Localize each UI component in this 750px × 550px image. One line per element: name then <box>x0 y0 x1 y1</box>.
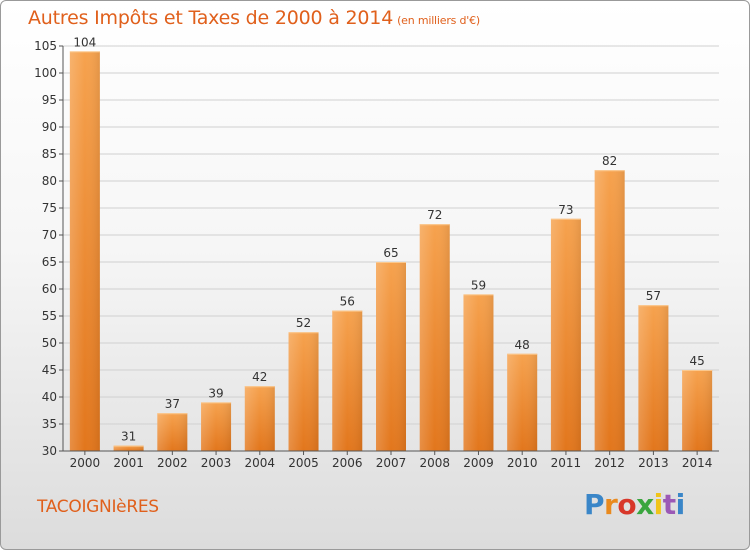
bar-shade <box>244 386 275 451</box>
x-tick-label: 2010 <box>507 456 538 470</box>
bar-shade <box>69 51 100 452</box>
data-label: 37 <box>165 397 180 411</box>
labels: 30 35 40 45 50 55 60 65 70 75 80 85 90 95 100 105 104 200… <box>34 35 712 470</box>
chart-subtitle: (en milliers d'€) <box>397 14 480 27</box>
data-label: 45 <box>689 354 704 368</box>
y-tick-label: 85 <box>42 147 57 161</box>
bar-shade <box>157 413 188 451</box>
data-label: 82 <box>602 154 617 168</box>
y-tick-label: 60 <box>42 282 57 296</box>
x-tick-label: 2006 <box>332 456 363 470</box>
bar-shade <box>376 262 406 451</box>
data-label: 39 <box>208 386 223 400</box>
x-tick-label: 2004 <box>245 456 276 470</box>
y-tick-label: 30 <box>42 444 57 458</box>
bar-shade <box>113 445 144 451</box>
y-tick-label: 75 <box>42 201 57 215</box>
bar-shade <box>332 310 363 451</box>
bar-shade <box>550 218 581 451</box>
y-tick-label: 55 <box>42 309 57 323</box>
bars <box>69 51 713 452</box>
y-tick-label: 105 <box>34 39 57 53</box>
bar-shade <box>201 402 232 451</box>
y-tick-label: 45 <box>42 363 57 377</box>
bar-shade <box>594 170 625 451</box>
bar-shade <box>682 370 713 451</box>
chart-title: Autres Impôts et Taxes de 2000 à 2014 (en… <box>28 7 480 29</box>
data-label: 56 <box>340 295 355 309</box>
y-tick-label: 90 <box>42 120 57 134</box>
x-tick-label: 2007 <box>376 456 407 470</box>
y-tick-label: 70 <box>42 228 57 242</box>
commune-name: TACOIGNIèRES <box>37 497 159 517</box>
bar-shade <box>288 332 319 451</box>
x-tick-label: 2001 <box>113 456 144 470</box>
data-label: 31 <box>121 430 136 444</box>
data-label: 57 <box>646 289 661 303</box>
x-tick-label: 2014 <box>682 456 713 470</box>
data-label: 72 <box>427 208 442 222</box>
axes <box>59 45 719 455</box>
y-tick-label: 40 <box>42 390 57 404</box>
data-label: 65 <box>383 246 398 260</box>
x-tick-label: 2002 <box>157 456 188 470</box>
x-tick-label: 2005 <box>288 456 319 470</box>
bar-shade <box>638 305 669 451</box>
y-tick-label: 65 <box>42 255 57 269</box>
data-label: 42 <box>252 370 267 384</box>
x-tick-label: 2011 <box>551 456 582 470</box>
bar-shade <box>463 294 494 451</box>
data-label: 52 <box>296 316 311 330</box>
data-label: 48 <box>515 338 530 352</box>
y-tick-label: 35 <box>42 417 57 431</box>
proxiti-logo: Proxiti <box>584 488 685 521</box>
data-label: 104 <box>73 35 96 49</box>
data-label: 73 <box>558 203 573 217</box>
x-tick-label: 2003 <box>201 456 232 470</box>
x-tick-label: 2012 <box>594 456 625 470</box>
x-tick-label: 2000 <box>70 456 101 470</box>
data-label: 59 <box>471 278 486 292</box>
y-tick-label: 100 <box>34 66 57 80</box>
x-tick-label: 2009 <box>463 456 494 470</box>
bar-shade <box>507 353 538 451</box>
y-tick-label: 80 <box>42 174 57 188</box>
x-tick-label: 2008 <box>419 456 450 470</box>
bar-shade <box>419 224 450 451</box>
chart-title-text: Autres Impôts et Taxes de 2000 à 2014 <box>28 7 394 29</box>
y-tick-label: 50 <box>42 336 57 350</box>
x-tick-label: 2013 <box>638 456 669 470</box>
y-tick-label: 95 <box>42 93 57 107</box>
